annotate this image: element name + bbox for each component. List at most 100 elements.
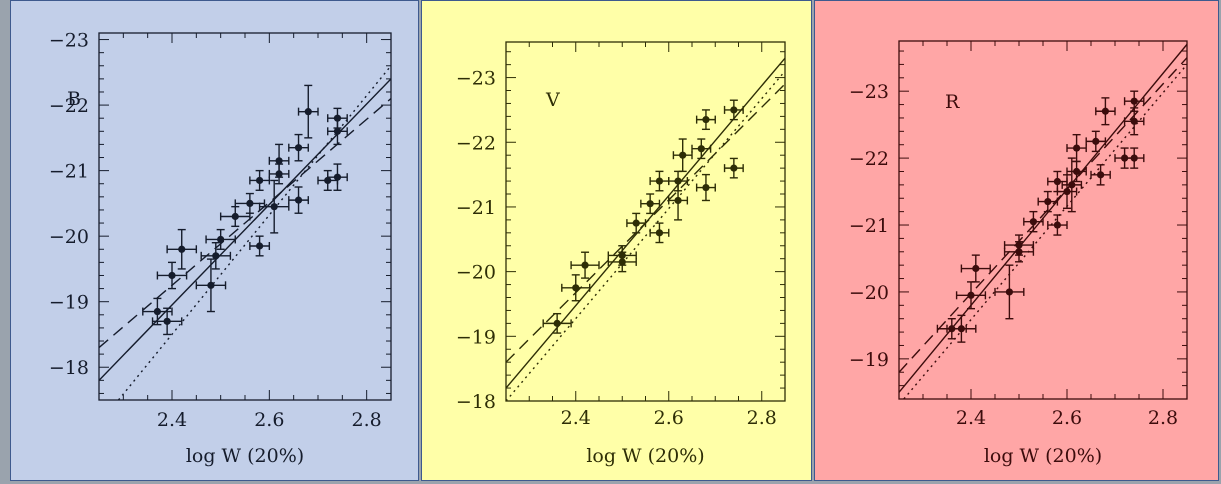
- point-marker: [1130, 97, 1138, 105]
- point-marker: [270, 203, 278, 211]
- plot-frame: [898, 40, 1188, 400]
- point-marker: [275, 157, 283, 165]
- panel-background: [422, 1, 811, 480]
- data-point: [640, 193, 661, 215]
- y-tick-label: −21: [849, 215, 889, 237]
- panel-background: [815, 1, 1218, 480]
- data-points: [142, 84, 348, 336]
- point-marker: [178, 245, 186, 253]
- data-point: [327, 163, 348, 191]
- point-marker: [333, 173, 342, 181]
- data-point: [297, 84, 319, 139]
- point-marker: [294, 196, 303, 204]
- data-point: [1090, 164, 1111, 186]
- y-tick-label: −20: [49, 226, 89, 248]
- point-marker: [581, 261, 589, 269]
- data-point: [1061, 157, 1083, 213]
- data-point: [1037, 190, 1059, 213]
- data-point: [695, 173, 716, 202]
- tick-labels: 2.4 2.6 2.8 −19 −20 −21 −22 −23: [849, 81, 1178, 429]
- data-point: [288, 133, 309, 162]
- point-marker: [702, 116, 710, 124]
- point-marker: [1044, 197, 1052, 206]
- x-tick-label: 2.4: [956, 407, 986, 429]
- point-marker: [967, 291, 975, 299]
- data-point: [668, 170, 689, 192]
- y-tick-label: −23: [456, 68, 496, 90]
- plot-frame: [98, 32, 392, 401]
- x-tick-label: 2.6: [1052, 407, 1082, 429]
- panel-b-band: 2.4 2.6 2.8 −18 −19 −20 −21 −22 −23 log W (20%) B: [10, 0, 419, 481]
- tick-labels: 2.4 2.6 2.8 −18 −19 −20 −21 −22 −23: [456, 68, 777, 429]
- y-tick-label: −23: [849, 81, 889, 103]
- point-marker: [217, 235, 225, 244]
- point-marker: [572, 284, 580, 292]
- point-marker: [1053, 221, 1061, 229]
- y-tick-label: −19: [849, 349, 889, 371]
- point-marker: [1005, 288, 1013, 296]
- chart-v-band: 2.4 2.6 2.8 −18 −19 −20 −21 −22 −23 log W (20%) V: [422, 1, 811, 480]
- y-tick-label: −23: [49, 30, 89, 52]
- axis-ticks: [98, 33, 392, 400]
- data-point: [542, 312, 572, 334]
- data-point: [607, 245, 637, 266]
- point-marker: [333, 127, 342, 135]
- fit-line-dotted: [903, 63, 1187, 399]
- point-marker: [294, 144, 303, 152]
- data-point: [1047, 214, 1068, 236]
- point-marker: [730, 106, 738, 114]
- chart-b-band: 2.4 2.6 2.8 −18 −19 −20 −21 −22 −23 log W (20%) B: [11, 1, 418, 480]
- data-point: [649, 170, 670, 192]
- point-marker: [207, 281, 215, 289]
- data-point: [946, 314, 977, 343]
- point-marker: [730, 164, 738, 172]
- point-marker: [256, 176, 264, 185]
- point-marker: [1130, 154, 1138, 162]
- data-point: [151, 307, 183, 336]
- data-point: [1123, 147, 1145, 169]
- point-marker: [256, 242, 264, 250]
- point-marker: [1015, 241, 1023, 249]
- x-axis-label: log W (20%): [984, 445, 1102, 467]
- point-marker: [646, 200, 654, 208]
- data-point: [249, 169, 271, 191]
- fit-line-dotted: [506, 70, 785, 401]
- panel-v-band: 2.4 2.6 2.8 −18 −19 −20 −21 −22 −23 log W (20%) V: [421, 0, 812, 481]
- point-marker: [618, 251, 626, 260]
- point-marker: [1073, 144, 1081, 152]
- fit-line-dashed: [99, 98, 391, 349]
- data-point: [1123, 107, 1145, 136]
- data-point: [1003, 234, 1035, 256]
- point-marker: [1068, 181, 1076, 189]
- tick-labels: 2.4 2.6 2.8 −18 −19 −20 −21 −22 −23: [49, 30, 382, 431]
- data-point: [1123, 90, 1145, 112]
- x-tick-label: 2.6: [654, 407, 684, 429]
- point-marker: [674, 177, 682, 185]
- point-marker: [1097, 171, 1105, 179]
- point-marker: [957, 325, 965, 333]
- x-tick-label: 2.8: [1148, 407, 1178, 429]
- x-tick-label: 2.6: [254, 409, 284, 431]
- y-tick-label: −20: [456, 262, 496, 284]
- axis-ticks: [505, 42, 786, 402]
- point-marker: [163, 317, 171, 325]
- band-label-v: V: [545, 89, 560, 111]
- point-marker: [679, 151, 687, 159]
- data-point: [626, 212, 647, 234]
- data-point: [1095, 97, 1116, 126]
- point-marker: [246, 199, 254, 207]
- point-marker: [1063, 187, 1071, 196]
- x-tick-label: 2.4: [561, 407, 591, 429]
- point-marker: [1101, 107, 1109, 115]
- x-tick-label: 2.8: [747, 407, 777, 429]
- point-marker: [553, 319, 561, 327]
- chart-r-band: 2.4 2.6 2.8 −19 −20 −21 −22 −23 log W (20%) R: [815, 1, 1218, 480]
- plot-frame: [505, 41, 786, 402]
- fit-line-solid: [99, 78, 391, 381]
- point-marker: [275, 170, 283, 178]
- data-point: [156, 261, 188, 290]
- data-point: [268, 163, 290, 185]
- data-point: [288, 186, 309, 214]
- point-marker: [1092, 137, 1100, 145]
